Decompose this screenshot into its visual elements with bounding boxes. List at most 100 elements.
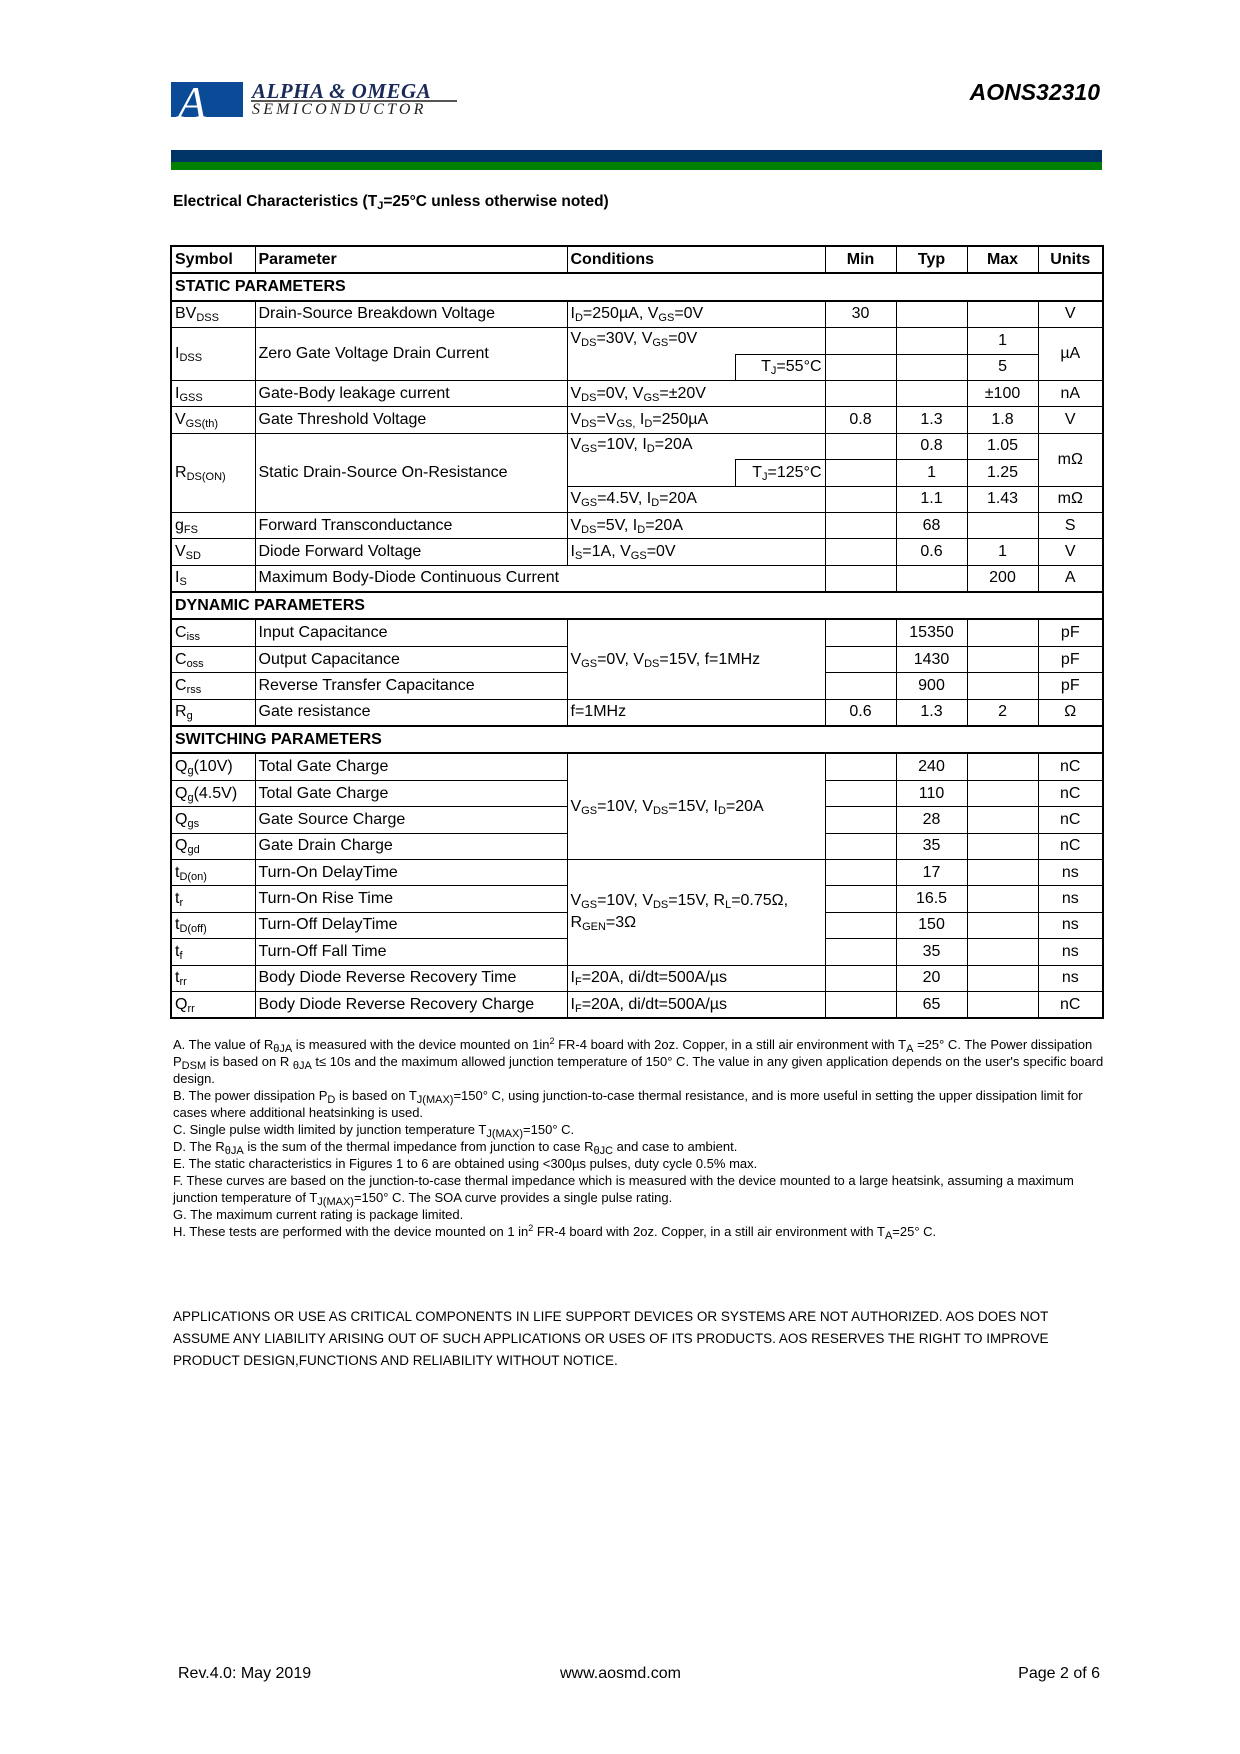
max [966,672,1039,700]
section-dynamic: DYNAMIC PARAMETERS [170,591,1104,621]
parameter: Gate-Body leakage current [254,379,568,408]
typ: 900 [895,672,968,700]
units: nC [1037,806,1104,834]
max [966,911,1039,940]
units: µA [1037,327,1104,381]
min [824,885,897,913]
min [824,538,897,566]
max [966,779,1039,808]
table-row: Qg(4.5V) Total Gate Charge 110 nC [170,779,1104,808]
parameter: Total Gate Charge [254,779,568,808]
conditions-blank [735,327,826,355]
typ [895,300,968,329]
table-row: trr Body Diode Reverse Recovery Time IF=20… [170,964,1104,992]
parameter: Body Diode Reverse Recovery Time [254,964,568,992]
footer-revision: Rev.4.0: May 2019 [178,1665,312,1682]
parameter: Turn-On Rise Time [254,885,568,913]
table-row: Qg(10V) Total Gate Charge VGS=10V, VDS=15V… [170,752,1104,860]
footnote: B. The power dissipation PD is based on … [173,1088,1083,1120]
min: 0.8 [824,406,897,434]
typ: 0.8 [895,432,968,461]
units: ns [1037,911,1104,940]
table-row: RDS(ON) Static Drain-Source On-Resistanc… [170,432,1104,513]
footnote: D. The RθJA is the sum of the thermal im… [173,1139,738,1157]
parameter: Gate Drain Charge [254,832,568,860]
conditions-temp: TJ=125°C [734,459,826,487]
units: V [1037,300,1104,329]
typ: 35 [895,832,968,860]
units: pF [1037,618,1104,647]
max: 1 [966,327,1039,355]
logo-mark [171,82,243,117]
parameter: Zero Gate Voltage Drain Current [254,327,568,381]
max [966,511,1039,540]
max [966,938,1039,966]
parameter: Body Diode Reverse Recovery Charge [254,990,568,1019]
parameter: Maximum Body-Diode Continuous Current [254,564,826,593]
parameter: Gate resistance [254,698,568,727]
parameter: Turn-Off DelayTime [254,911,568,940]
min [824,432,897,461]
symbol: Qrr [170,990,256,1019]
max: 1.8 [966,406,1039,434]
table-row: IGSS Gate-Body leakage current VDS=0V, V… [170,379,1104,408]
footnote: C. Single pulse width limited by junctio… [173,1122,575,1140]
logo-subtitle: SEMICONDUCTOR [252,101,427,118]
col-conditions: Conditions [566,244,826,275]
table-header-row: Symbol Parameter Conditions Min Typ Max … [170,244,1104,275]
min [824,379,897,408]
typ: 15350 [895,618,968,647]
max: 5 [966,353,1039,381]
logo-glyph: A [178,77,207,128]
conditions: VGS=10V, VDS=15V, ID=20A [566,752,826,860]
table-row: IDSS Zero Gate Voltage Drain Current VDS… [170,327,1104,381]
max [966,990,1039,1019]
symbol: VSD [170,538,256,566]
units: mΩ [1037,432,1104,487]
symbol: Ciss [170,618,256,647]
table-row: TJ=125°C 1 1.25 [171,459,1103,487]
typ: 1.3 [895,698,968,727]
symbol: Crss [170,672,256,700]
units: nC [1037,832,1104,860]
symbol: tr [170,885,256,913]
units: ns [1037,964,1104,992]
footnote: H. These tests are performed with the de… [173,1223,937,1242]
min [824,990,897,1019]
units: nC [1037,752,1104,781]
typ: 28 [895,806,968,834]
max [966,752,1039,781]
parameter: Reverse Transfer Capacitance [254,672,568,700]
conditions: VDS=0V, VGS=±20V [566,379,826,408]
parameter: Forward Transconductance [254,511,568,540]
parameter: Output Capacitance [254,645,568,674]
units: pF [1037,672,1104,700]
typ: 1 [895,459,968,487]
symbol: IDSS [170,327,256,381]
units: ns [1037,885,1104,913]
parameter: Static Drain-Source On-Resistance [254,432,568,513]
typ: 16.5 [895,885,968,913]
conditions: VDS=VGS, ID=250µA [566,406,826,434]
units: ns [1037,858,1104,887]
max: 1.43 [966,485,1039,513]
min [824,327,897,355]
table-row: tD(off) Turn-Off DelayTime 150 ns [170,911,1104,940]
symbol: BVDSS [170,300,256,329]
units: pF [1037,645,1104,674]
parameter: Gate Threshold Voltage [254,406,568,434]
typ: 35 [895,938,968,966]
conditions: VGS=4.5V, ID=20A [566,485,826,513]
min [824,618,897,647]
footer-website: www.aosmd.com [560,1665,681,1682]
conditions-temp: TJ=55°C [734,353,826,381]
min [824,459,897,487]
table-row: Qgd Gate Drain Charge 35 nC [170,832,1104,860]
col-typ: Typ [895,244,968,275]
section-title: Electrical Characteristics (TJ=25°C unle… [173,193,609,212]
units: Ω [1037,698,1104,727]
table-row: VSD Diode Forward Voltage IS=1A, VGS=0V … [170,538,1104,566]
symbol: Rg [170,698,256,727]
symbol: Qg(4.5V) [170,779,256,808]
max [966,806,1039,834]
